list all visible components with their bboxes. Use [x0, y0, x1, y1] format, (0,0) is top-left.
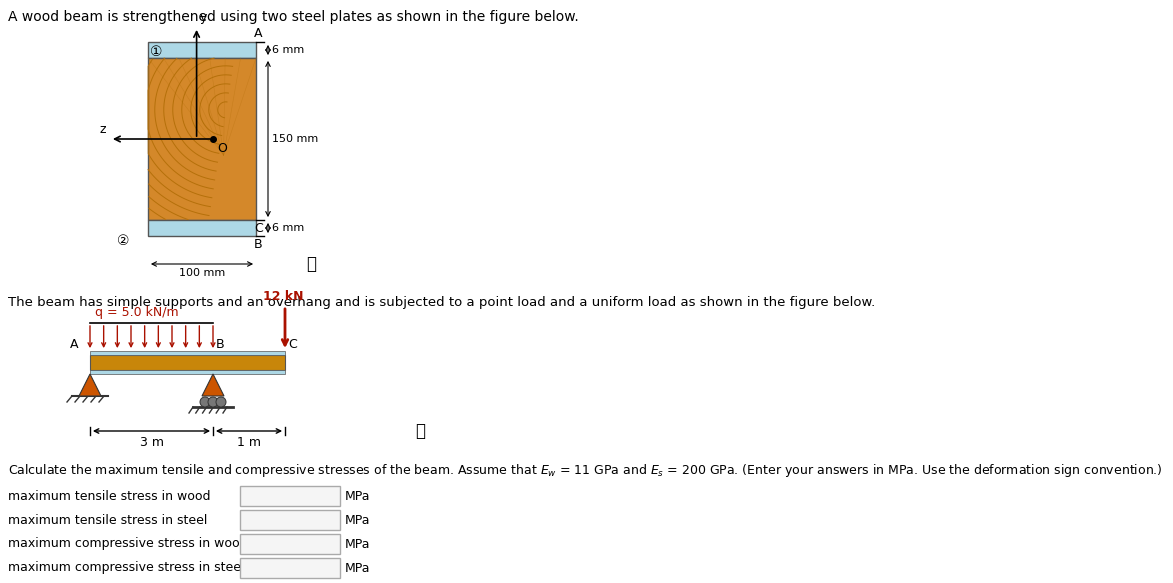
Text: maximum compressive stress in steel: maximum compressive stress in steel: [8, 561, 244, 574]
Bar: [240, 558, 340, 578]
Text: MPa: MPa: [345, 490, 371, 503]
Bar: [240, 534, 340, 554]
Text: A: A: [255, 27, 263, 40]
Bar: [90, 370, 285, 374]
Text: 3 m: 3 m: [140, 436, 163, 449]
Text: y: y: [199, 11, 206, 24]
Bar: [148, 220, 256, 236]
Text: maximum tensile stress in wood: maximum tensile stress in wood: [8, 490, 210, 503]
Text: 6 mm: 6 mm: [272, 223, 304, 233]
Text: 6 mm: 6 mm: [272, 45, 304, 55]
Text: ⓘ: ⓘ: [306, 255, 316, 273]
Text: 1 m: 1 m: [237, 436, 262, 449]
Text: 100 mm: 100 mm: [178, 268, 225, 278]
Text: maximum tensile stress in steel: maximum tensile stress in steel: [8, 514, 208, 526]
Circle shape: [201, 397, 210, 407]
Text: maximum compressive stress in wood: maximum compressive stress in wood: [8, 538, 248, 550]
Text: C: C: [255, 222, 263, 235]
Bar: [90, 351, 285, 355]
Circle shape: [208, 397, 218, 407]
Text: 150 mm: 150 mm: [272, 134, 318, 144]
Text: B: B: [255, 238, 263, 251]
Text: MPa: MPa: [345, 561, 371, 574]
Text: z: z: [100, 123, 106, 136]
Bar: [148, 58, 256, 220]
Bar: [90, 355, 285, 370]
Text: ⓘ: ⓘ: [415, 422, 425, 440]
Bar: [240, 510, 340, 530]
Circle shape: [216, 397, 226, 407]
Text: 12 kN: 12 kN: [263, 290, 304, 303]
Text: C: C: [289, 338, 297, 351]
Text: Calculate the maximum tensile and compressive stresses of the beam. Assume that : Calculate the maximum tensile and compre…: [8, 462, 1162, 479]
Text: MPa: MPa: [345, 514, 371, 526]
Bar: [148, 42, 256, 58]
Text: q = 5.0 kN/m: q = 5.0 kN/m: [95, 306, 178, 319]
Text: B: B: [216, 338, 224, 351]
Polygon shape: [79, 374, 101, 396]
Text: MPa: MPa: [345, 538, 371, 550]
Text: O: O: [217, 142, 226, 155]
Text: A wood beam is strengthened using two steel plates as shown in the figure below.: A wood beam is strengthened using two st…: [8, 10, 578, 24]
Polygon shape: [202, 374, 224, 396]
Bar: [240, 486, 340, 506]
Text: A: A: [69, 338, 77, 351]
Text: ②: ②: [117, 234, 129, 248]
Text: The beam has simple supports and an overhang and is subjected to a point load an: The beam has simple supports and an over…: [8, 296, 875, 309]
Text: ①: ①: [150, 45, 162, 59]
